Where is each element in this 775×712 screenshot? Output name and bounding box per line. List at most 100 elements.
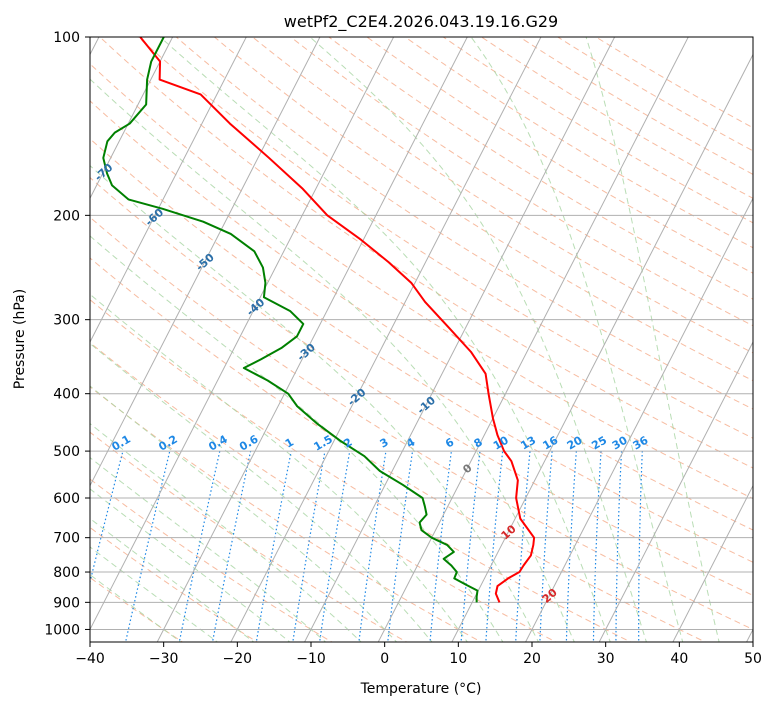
mixing-ratio-lines (75, 451, 643, 644)
mixing-ratio-line-10 (461, 451, 480, 644)
mixing-ratio-line-4 (256, 451, 291, 644)
isotherm-line (377, 24, 695, 645)
mixing-ratio-line-6 (319, 451, 349, 644)
y-tick-label: 100 (53, 30, 80, 46)
isotherms (0, 24, 775, 645)
x-tick-label: 20 (523, 651, 541, 667)
moist-adiabat-15 (583, 27, 720, 645)
moist-adiabat-14 (463, 27, 683, 645)
x-tick-label: 0 (380, 651, 389, 667)
dry-adiabat-20 (352, 26, 775, 644)
dry-adiabat-5 (0, 26, 561, 644)
x-tick-label: −10 (296, 651, 326, 667)
isotherm-line (524, 24, 775, 645)
moist-adiabat-6 (0, 27, 399, 645)
chart-title: wetPf2_C2E4.2026.043.19.16.G29 (284, 12, 558, 32)
y-tick-label: 800 (53, 565, 80, 581)
moist-adiabat-1 (0, 27, 221, 645)
isotherm-line (156, 24, 474, 645)
x-tick-label: −30 (149, 651, 179, 667)
x-tick-label: 40 (670, 651, 688, 667)
isotherm-label: -90 (0, 71, 15, 94)
dry-adiabat-2 (0, 26, 336, 644)
moist-adiabat-2 (0, 27, 257, 645)
dry-adiabat-3 (0, 26, 411, 644)
isotherm-line (230, 24, 548, 645)
y-tick-label: 900 (53, 595, 80, 611)
y-tick-label: 200 (53, 208, 80, 224)
moist-adiabat-10 (0, 27, 540, 645)
dry-adiabat-7 (0, 26, 710, 644)
x-axis-label: Temperature (°C) (360, 681, 482, 697)
mixing-ratio-line-13 (540, 451, 552, 644)
isotherm-line (303, 24, 621, 645)
isotherm-line (451, 24, 769, 645)
mixing-ratio-label: 4 (404, 435, 417, 450)
dry-adiabat-23 (465, 26, 775, 644)
isotherm-label: 0 (460, 461, 475, 476)
dry-adiabat-4 (0, 26, 486, 644)
mixing-ratio-label: 10 (491, 433, 511, 452)
x-tick-label: 30 (597, 651, 615, 667)
isotherm-label: -50 (193, 251, 217, 274)
mixing-ratio-label: 0.6 (237, 432, 261, 453)
isotherm-label: -80 (41, 116, 65, 139)
mixing-ratio-line-2 (179, 451, 220, 644)
dry-adiabat-22 (428, 26, 775, 644)
y-tick-label: 400 (53, 387, 80, 403)
isotherm-label: 10 (499, 522, 519, 542)
moist-adiabat-9 (0, 27, 504, 645)
isotherm-label: -20 (345, 386, 369, 409)
moist-adiabat-5 (0, 27, 364, 645)
mixing-ratio-line-17 (639, 451, 643, 644)
y-tick-label: 300 (53, 313, 80, 329)
moist-adiabat-11 (36, 27, 575, 645)
y-tick-label: 1000 (44, 622, 80, 638)
isotherm-label: -30 (295, 341, 319, 364)
moist-adiabat-12 (149, 27, 612, 645)
x-tick-label: 50 (744, 651, 762, 667)
mixing-ratio-line-0 (75, 451, 123, 644)
mixing-ratio-line-7 (359, 451, 386, 644)
dry-adiabat-16 (202, 26, 775, 644)
isotherm-line (745, 24, 775, 645)
moist-adiabat-13 (298, 27, 647, 645)
y-tick-label: 700 (53, 531, 80, 547)
x-axis-ticks: −40 −30 −20 −10 0 10 20 30 40 50 (75, 642, 762, 667)
x-tick-label: 10 (449, 651, 467, 667)
mixing-ratio-label: 0.2 (156, 433, 179, 454)
mixing-ratio-label: 36 (631, 433, 651, 452)
y-tick-label: 600 (53, 491, 80, 507)
isotherm-line (598, 24, 775, 645)
isotherm-line (9, 24, 327, 645)
mixing-ratio-label: 0.4 (206, 432, 230, 453)
y-axis-ticks: 1000 900 800 700 600 500 400 300 200 100 (44, 30, 90, 638)
isotherm-label: -70 (92, 161, 116, 184)
dry-adiabat-13 (88, 26, 775, 644)
y-tick-label: 500 (53, 444, 80, 460)
dry-adiabat-6 (0, 26, 635, 644)
x-tick-label: −20 (223, 651, 253, 667)
mixing-ratio-label: 30 (610, 433, 630, 452)
moist-adiabat-3 (0, 27, 293, 645)
moist-adiabat-7 (0, 27, 434, 645)
mixing-ratio-label: 25 (589, 434, 609, 453)
mixing-ratio-label: 1 (283, 436, 296, 451)
mixing-ratio-label: 20 (565, 433, 585, 452)
y-axis-label: Pressure (hPa) (12, 289, 28, 389)
isotherm-line (0, 24, 253, 645)
dry-adiabat-14 (126, 26, 775, 644)
isotherm-line (672, 24, 775, 645)
moist-adiabat-4 (0, 27, 328, 645)
x-tick-label: −40 (75, 651, 105, 667)
mixing-ratio-label: 3 (378, 436, 391, 451)
dry-adiabat-26 (579, 26, 775, 644)
dry-adiabat-21 (390, 26, 775, 644)
isotherm-line (82, 24, 400, 645)
dry-adiabat-25 (541, 26, 775, 644)
isotherm-label: -10 (415, 394, 439, 417)
